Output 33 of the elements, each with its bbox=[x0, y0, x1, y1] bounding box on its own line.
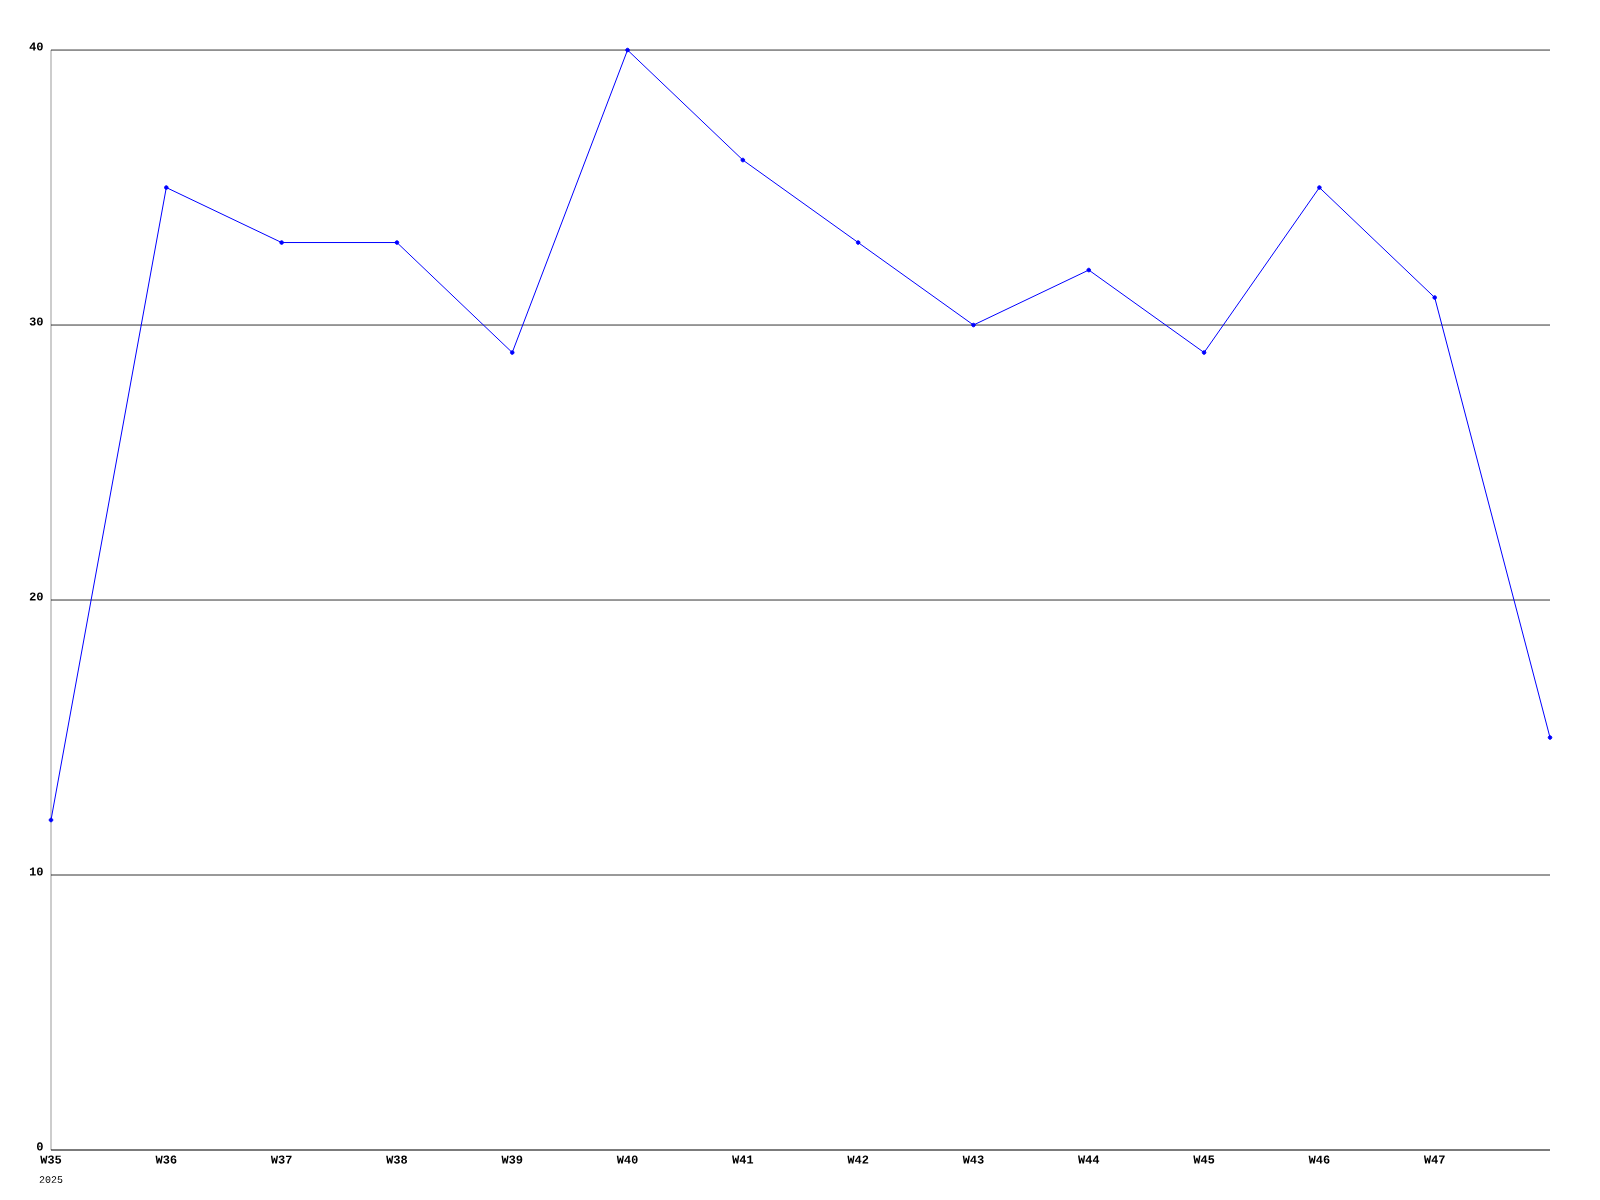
x-tick-label: W37 bbox=[270, 1155, 292, 1164]
x-tick-label: W44 bbox=[1078, 1155, 1100, 1164]
point bbox=[740, 157, 746, 163]
point bbox=[1317, 185, 1322, 190]
y-tick-label: 20 bbox=[29, 592, 43, 601]
point bbox=[509, 350, 515, 355]
x-tick-label: W35 bbox=[40, 1155, 62, 1164]
y-tick-label: 30 bbox=[29, 317, 43, 326]
x-tick-label: W46 bbox=[1308, 1155, 1330, 1164]
x-tick-label: W36 bbox=[155, 1155, 177, 1164]
x-tick-label: W38 bbox=[386, 1155, 408, 1164]
y-tick-label: 10 bbox=[29, 867, 43, 876]
x-tick-label: W47 bbox=[1423, 1155, 1445, 1164]
point bbox=[394, 240, 400, 245]
text: 2025 bbox=[39, 1176, 63, 1183]
point bbox=[279, 240, 284, 245]
x-tick-label: W42 bbox=[847, 1155, 869, 1164]
point bbox=[1432, 295, 1437, 300]
point bbox=[48, 817, 54, 823]
point bbox=[1086, 267, 1092, 273]
x-tick-label: W45 bbox=[1193, 1155, 1215, 1164]
x-tick-label: W43 bbox=[962, 1155, 984, 1164]
point bbox=[1201, 350, 1207, 355]
point bbox=[855, 240, 861, 245]
y-tick-label: 0 bbox=[36, 1142, 43, 1151]
x-tick-label: W40 bbox=[616, 1155, 638, 1164]
point bbox=[1547, 735, 1553, 740]
y-tick-label: 40 bbox=[29, 42, 43, 51]
x-tick-label: W39 bbox=[501, 1155, 523, 1164]
point bbox=[625, 47, 630, 53]
point bbox=[971, 322, 976, 328]
x-tick-label: W41 bbox=[732, 1155, 754, 1164]
point bbox=[164, 185, 169, 190]
